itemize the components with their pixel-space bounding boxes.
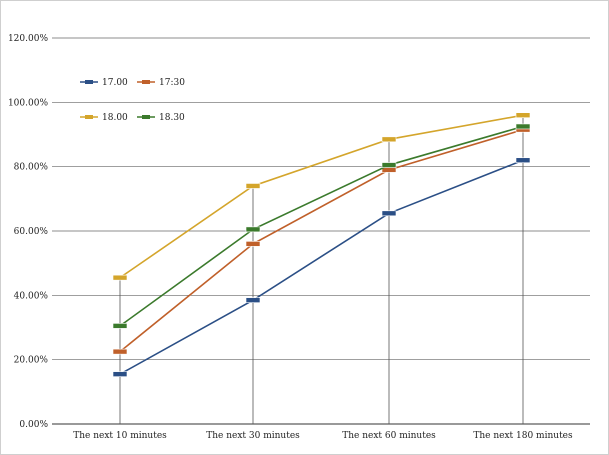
legend-label: 17.00 xyxy=(102,78,128,88)
x-tick-label: The next 30 minutes xyxy=(206,431,300,441)
legend-swatch-marker xyxy=(85,80,93,84)
data-point xyxy=(112,274,128,281)
data-point xyxy=(245,226,261,233)
x-tick-label: The next 60 minutes xyxy=(342,431,436,441)
y-tick-label: 40.00% xyxy=(14,291,49,301)
y-tick-label: 60.00% xyxy=(14,227,49,237)
series-line xyxy=(119,114,524,279)
legend-swatch-marker xyxy=(142,115,150,119)
legend-label: 17:30 xyxy=(159,78,185,88)
legend-label: 18.00 xyxy=(102,113,128,123)
data-point xyxy=(381,136,397,143)
data-point xyxy=(112,371,128,377)
legend-swatch-marker xyxy=(85,115,93,119)
x-tick-label: The next 10 minutes xyxy=(73,431,167,441)
data-point xyxy=(112,348,128,355)
y-tick-label: 100.00% xyxy=(8,98,48,108)
series-line xyxy=(119,159,524,375)
legend-label: 18.30 xyxy=(159,113,185,123)
series-line xyxy=(119,128,524,353)
data-point xyxy=(515,112,531,118)
y-tick-label: 80.00% xyxy=(14,163,49,173)
x-tick-label: The next 180 minutes xyxy=(473,431,573,441)
data-point xyxy=(381,210,397,217)
data-point xyxy=(381,162,397,168)
data-point xyxy=(515,157,531,164)
data-point xyxy=(112,323,128,329)
legend-swatch-marker xyxy=(142,80,150,84)
series-line xyxy=(119,125,524,327)
y-tick-label: 0.00% xyxy=(19,420,48,430)
data-point xyxy=(245,297,261,303)
data-point xyxy=(245,241,261,247)
y-tick-label: 20.00% xyxy=(14,356,49,366)
y-tick-label: 120.00% xyxy=(8,34,48,44)
data-point xyxy=(245,183,261,189)
data-point xyxy=(515,123,531,130)
